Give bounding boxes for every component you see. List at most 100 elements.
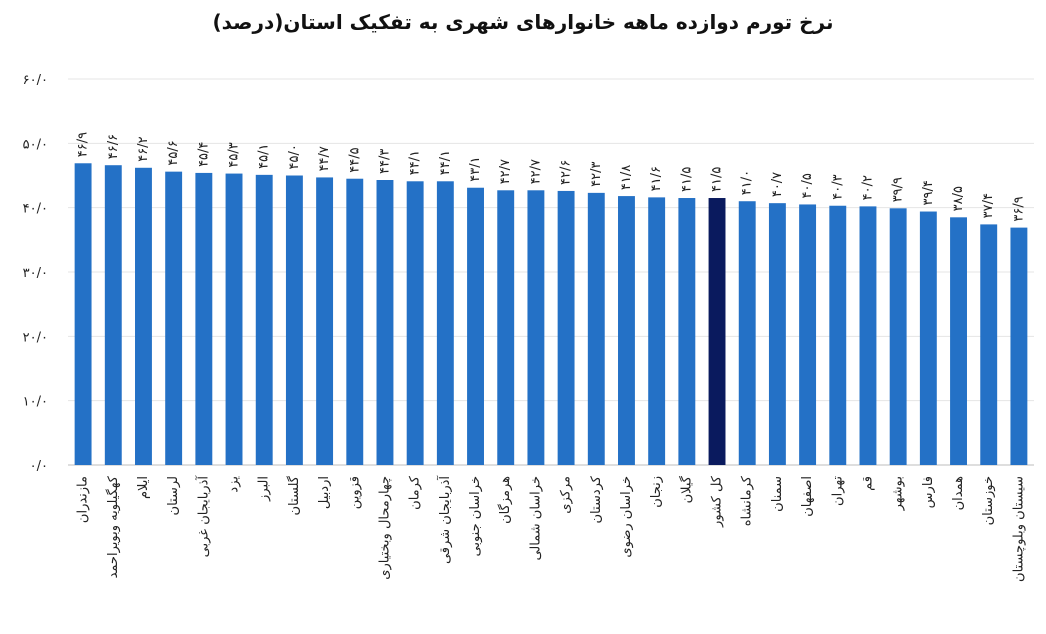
category-label: آذربایجان غربی <box>194 475 211 558</box>
data-label: ۴۰/۲ <box>860 175 875 200</box>
bar <box>285 175 303 465</box>
category-label: کرمان <box>408 475 423 510</box>
category-label: اصفهان <box>800 476 815 517</box>
category-label: چهارمحال وبختیاری <box>377 476 392 580</box>
category-label: کل کشور <box>710 475 725 528</box>
data-label: ۴۰/۳ <box>830 174 845 199</box>
category-label: تهران <box>830 476 845 506</box>
category-label: البرز <box>257 476 272 502</box>
bar <box>376 180 394 465</box>
gridlines <box>68 78 1034 466</box>
data-label: ۴۴/۳ <box>377 149 392 174</box>
bar <box>768 203 786 465</box>
data-label: ۴۱/۵ <box>710 167 725 192</box>
bar <box>436 181 454 466</box>
y-tick-label: ۰/۰ <box>30 459 48 474</box>
category-label: یزد <box>227 476 242 493</box>
data-label: ۴۱/۵ <box>679 167 694 192</box>
bar <box>467 187 484 465</box>
data-label: ۴۱/۰ <box>740 170 755 195</box>
category-label: هرمزگان <box>497 476 513 524</box>
bar <box>950 217 967 465</box>
data-label: ۴۰/۵ <box>800 173 815 198</box>
category-label: همدان <box>951 476 966 510</box>
category-label: سیستان وبلوچستان <box>1011 476 1026 582</box>
y-tick-label: ۳۰/۰ <box>23 266 48 281</box>
y-tick-label: ۱۰/۰ <box>23 395 48 410</box>
data-label: ۳۹/۴ <box>921 180 936 205</box>
data-label: ۴۶/۲ <box>136 136 151 161</box>
bar <box>889 208 907 465</box>
category-label: فارس <box>921 476 936 508</box>
data-label: ۴۵/۱ <box>257 144 272 169</box>
data-label: ۳۶/۹ <box>1011 196 1026 221</box>
bar <box>678 198 696 465</box>
bar <box>195 172 213 465</box>
bar <box>919 211 937 465</box>
category-label: سمنان <box>770 476 785 512</box>
bar <box>527 190 545 465</box>
category-label: لرستان <box>166 476 181 515</box>
data-label: ۴۴/۱ <box>438 150 453 175</box>
data-label: ۳۸/۵ <box>951 186 966 211</box>
category-label: مازندران <box>76 476 91 523</box>
bar <box>980 224 998 465</box>
category-label: کرمانشاه <box>740 475 755 526</box>
data-labels: ۴۶/۹ ۴۶/۶ ۴۶/۲ ۴۵/۶ ۴۵/۴ ۴۵/۳ ۴۵/۱ ۴۵/۰ ۴۴/۷ ۴۴/۵… <box>76 132 1027 222</box>
data-label: ۴۵/۳ <box>227 142 242 167</box>
bar <box>648 197 666 465</box>
data-label: ۴۴/۱ <box>408 150 423 175</box>
data-label: ۴۲/۶ <box>559 160 574 185</box>
bar <box>406 181 424 466</box>
category-label: اردبیل <box>317 476 332 509</box>
bar <box>587 192 605 465</box>
bars <box>74 163 1028 466</box>
y-tick-label: ۵۰/۰ <box>23 137 48 152</box>
category-labels: مازندران کهگیلویه وبویراحمد ایلام لرستان آذر… <box>76 475 1027 582</box>
bar <box>165 171 183 465</box>
bar <box>497 190 515 465</box>
data-label: ۴۳/۱ <box>468 156 483 181</box>
category-label: زنجان <box>649 476 664 508</box>
bar <box>225 173 243 465</box>
category-label: مرکزی <box>559 476 574 514</box>
data-label: ۴۶/۶ <box>106 134 121 159</box>
category-label: قزوین <box>347 476 362 509</box>
bar <box>255 174 273 465</box>
data-label: ۴۰/۷ <box>770 172 785 197</box>
data-label: ۴۱/۸ <box>619 165 634 190</box>
category-label: گلستان <box>286 475 302 515</box>
data-label: ۴۵/۰ <box>287 144 302 169</box>
category-label: خراسان شمالی <box>528 476 543 561</box>
data-label: ۴۱/۶ <box>649 166 664 191</box>
bar <box>829 205 847 465</box>
bar <box>1010 227 1028 465</box>
data-label: ۳۹/۹ <box>891 177 906 202</box>
y-tick-label: ۲۰/۰ <box>23 330 48 345</box>
bar <box>316 177 334 465</box>
category-label: گیلان <box>678 475 694 503</box>
data-label: ۴۲/۷ <box>498 159 513 184</box>
category-label: خراسان رضوی <box>619 476 634 558</box>
category-label: آذربایجان شرقی <box>436 475 453 564</box>
bar <box>738 201 756 465</box>
bar <box>557 190 575 465</box>
bar <box>799 204 817 465</box>
category-label: کهگیلویه وبویراحمد <box>105 475 121 578</box>
bar <box>104 165 122 465</box>
y-tick-label: ۴۰/۰ <box>23 202 48 217</box>
data-label: ۴۶/۹ <box>76 132 91 157</box>
data-label: ۴۲/۷ <box>528 159 543 184</box>
chart-title: نرخ تورم دوازده ماهه خانوارهای شهری به ت… <box>212 10 834 34</box>
data-label: ۴۲/۳ <box>589 162 604 187</box>
bar <box>618 196 635 465</box>
bar <box>708 198 726 465</box>
category-label: کردستان <box>589 475 604 523</box>
bar <box>859 206 877 465</box>
bar <box>74 163 92 465</box>
category-label: خوزستان <box>981 476 996 525</box>
data-label: ۴۴/۷ <box>317 146 332 171</box>
data-label: ۳۷/۴ <box>981 193 996 218</box>
category-label: ایلام <box>136 476 151 499</box>
